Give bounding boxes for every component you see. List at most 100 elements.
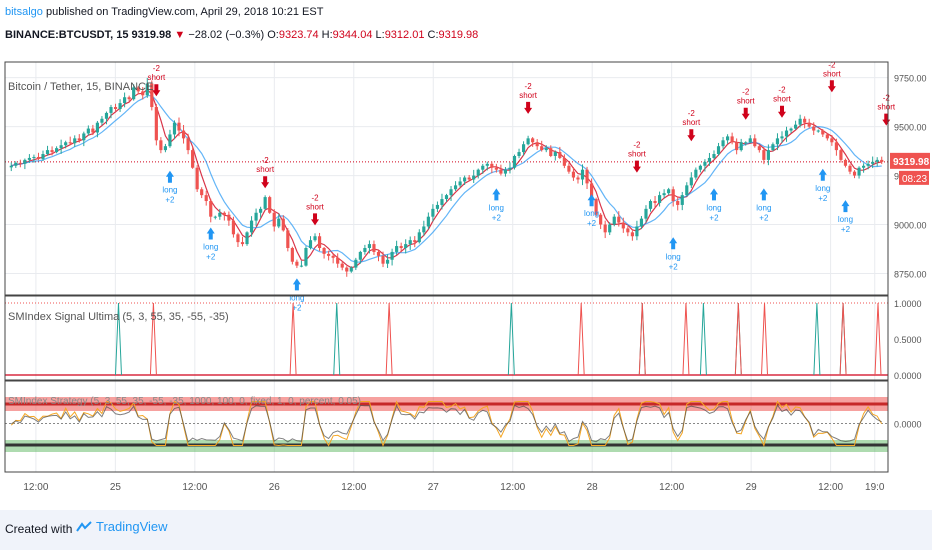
candle-body[interactable] xyxy=(36,156,41,159)
candle-body[interactable] xyxy=(834,142,838,151)
candle-body[interactable] xyxy=(825,134,829,139)
candle-body[interactable] xyxy=(476,169,480,176)
candle-body[interactable] xyxy=(630,232,634,237)
candle-body[interactable] xyxy=(830,138,834,143)
candle-body[interactable] xyxy=(404,244,408,249)
candle-body[interactable] xyxy=(608,224,612,233)
candle-body[interactable] xyxy=(803,118,807,123)
candle-body[interactable] xyxy=(744,142,748,144)
candle-body[interactable] xyxy=(59,145,63,149)
candle-body[interactable] xyxy=(576,177,580,180)
candle-body[interactable] xyxy=(385,259,390,264)
candle-body[interactable] xyxy=(481,165,485,170)
candle-body[interactable] xyxy=(336,257,340,264)
candle-body[interactable] xyxy=(784,130,789,137)
candle-body[interactable] xyxy=(499,169,503,174)
candle-body[interactable] xyxy=(354,259,358,268)
candle-body[interactable] xyxy=(531,138,535,143)
candle-body[interactable] xyxy=(517,152,521,156)
candle-body[interactable] xyxy=(694,169,698,178)
candle-body[interactable] xyxy=(413,240,417,243)
candle-body[interactable] xyxy=(721,140,725,147)
candle-body[interactable] xyxy=(263,197,267,209)
candle-body[interactable] xyxy=(444,195,449,200)
candle-body[interactable] xyxy=(653,201,657,203)
candle-body[interactable] xyxy=(327,253,331,256)
candle-body[interactable] xyxy=(395,246,399,252)
candle-body[interactable] xyxy=(657,195,662,203)
candle-body[interactable] xyxy=(308,240,313,249)
candle-body[interactable] xyxy=(544,148,548,151)
candle-body[interactable] xyxy=(558,152,562,158)
candle-body[interactable] xyxy=(104,112,109,119)
candle-body[interactable] xyxy=(843,159,848,166)
candle-body[interactable] xyxy=(880,159,884,162)
candle-body[interactable] xyxy=(73,138,77,144)
candle-body[interactable] xyxy=(195,167,199,190)
candle-body[interactable] xyxy=(503,169,508,174)
candle-body[interactable] xyxy=(730,136,734,143)
candle-body[interactable] xyxy=(331,255,335,258)
candle-body[interactable] xyxy=(472,175,476,180)
candle-body[interactable] xyxy=(299,265,304,267)
candle-body[interactable] xyxy=(526,138,530,145)
candle-body[interactable] xyxy=(839,150,843,160)
candle-body[interactable] xyxy=(871,161,875,164)
candle-body[interactable] xyxy=(549,148,553,156)
candle-body[interactable] xyxy=(667,189,671,194)
candle-body[interactable] xyxy=(463,177,467,182)
candle-body[interactable] xyxy=(91,128,95,133)
candle-body[interactable] xyxy=(589,183,594,200)
candle-body[interactable] xyxy=(612,216,616,225)
candle-body[interactable] xyxy=(771,144,775,151)
candle-body[interactable] xyxy=(100,118,104,123)
candle-body[interactable] xyxy=(181,130,186,139)
candle-body[interactable] xyxy=(821,130,825,135)
author-link[interactable]: bitsalgo xyxy=(5,6,43,18)
candle-body[interactable] xyxy=(807,122,811,127)
candle-body[interactable] xyxy=(748,138,752,143)
candle-body[interactable] xyxy=(95,122,99,133)
candle-body[interactable] xyxy=(775,138,780,145)
candle-body[interactable] xyxy=(390,251,394,260)
candle-body[interactable] xyxy=(794,124,798,129)
candle-body[interactable] xyxy=(154,107,158,141)
candle-body[interactable] xyxy=(281,218,285,231)
candle-body[interactable] xyxy=(345,267,349,272)
candle-body[interactable] xyxy=(376,251,381,256)
candle-body[interactable] xyxy=(780,136,784,139)
candle-body[interactable] xyxy=(317,236,322,249)
candle-body[interactable] xyxy=(363,248,367,252)
candle-body[interactable] xyxy=(50,150,54,153)
candle-body[interactable] xyxy=(585,169,589,184)
candle-body[interactable] xyxy=(113,107,118,109)
candle-body[interactable] xyxy=(358,251,362,260)
candle-body[interactable] xyxy=(716,146,721,155)
candle-body[interactable] xyxy=(259,208,263,213)
candle-body[interactable] xyxy=(540,146,544,151)
candle-body[interactable] xyxy=(490,163,494,168)
candle-body[interactable] xyxy=(816,130,820,132)
candle-body[interactable] xyxy=(304,248,308,266)
candle-body[interactable] xyxy=(458,181,462,186)
candle-body[interactable] xyxy=(762,150,766,160)
candle-body[interactable] xyxy=(435,204,440,209)
candle-body[interactable] xyxy=(109,107,113,113)
candle-body[interactable] xyxy=(676,201,680,205)
candle-body[interactable] xyxy=(812,126,816,131)
chart-area[interactable]: -2shortlong+2long+2-2shortlong+2-2short-… xyxy=(0,0,932,510)
candle-body[interactable] xyxy=(141,91,145,96)
candle-body[interactable] xyxy=(739,142,743,151)
candle-body[interactable] xyxy=(662,193,666,196)
candle-body[interactable] xyxy=(340,263,344,268)
candle-body[interactable] xyxy=(648,201,653,209)
candle-body[interactable] xyxy=(150,83,154,108)
candle-body[interactable] xyxy=(453,185,458,190)
candle-body[interactable] xyxy=(127,97,131,100)
candle-body[interactable] xyxy=(240,242,245,245)
candle-body[interactable] xyxy=(703,161,707,166)
candle-body[interactable] xyxy=(707,157,712,162)
candle-body[interactable] xyxy=(295,261,299,266)
signal-pane[interactable] xyxy=(5,302,888,376)
candle-body[interactable] xyxy=(41,154,45,159)
